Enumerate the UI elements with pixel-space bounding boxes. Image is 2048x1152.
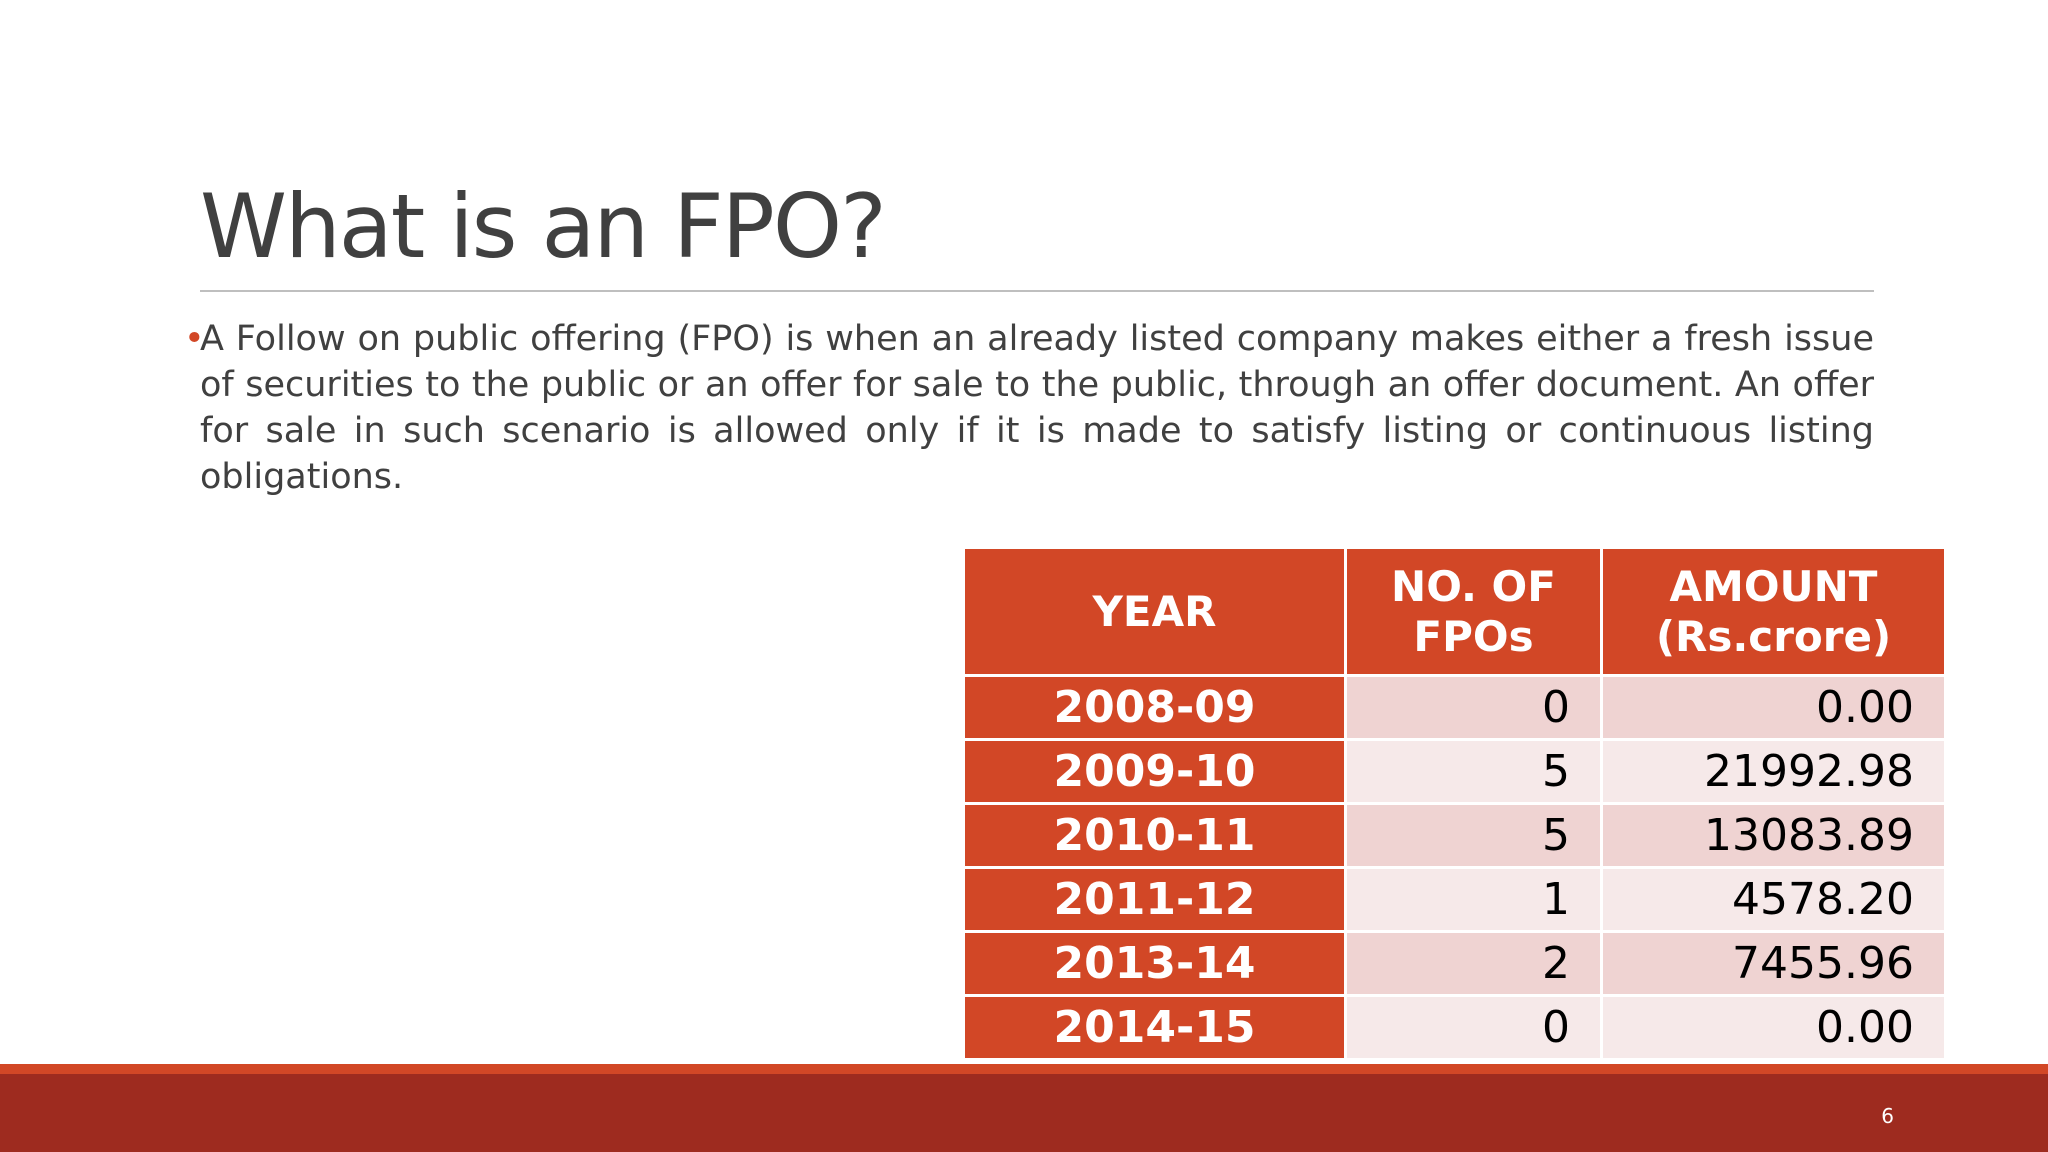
bullet-paragraph: • A Follow on public offering (FPO) is w… bbox=[184, 316, 1874, 500]
fpo-table: YEAR NO. OF FPOs AMOUNT (Rs.crore) 2008-… bbox=[962, 546, 1947, 1061]
amount-cell: 21992.98 bbox=[1600, 738, 1947, 805]
header-fpo-count: NO. OF FPOs bbox=[1344, 546, 1603, 677]
amount-cell: 13083.89 bbox=[1600, 802, 1947, 869]
year-cell: 2014-15 bbox=[962, 994, 1347, 1061]
year-cell: 2008-09 bbox=[962, 674, 1347, 741]
header-year: YEAR bbox=[962, 546, 1347, 677]
table-row: 2014-15 0 0.00 bbox=[962, 994, 1947, 1061]
amount-cell: 0.00 bbox=[1600, 994, 1947, 1061]
page-number: 6 bbox=[1881, 1104, 1894, 1128]
amount-cell: 7455.96 bbox=[1600, 930, 1947, 997]
fpo-count-cell: 0 bbox=[1344, 994, 1603, 1061]
fpo-count-cell: 1 bbox=[1344, 866, 1603, 933]
amount-cell: 4578.20 bbox=[1600, 866, 1947, 933]
fpo-count-cell: 0 bbox=[1344, 674, 1603, 741]
fpo-count-cell: 2 bbox=[1344, 930, 1603, 997]
table-row: 2010-11 5 13083.89 bbox=[962, 802, 1947, 869]
table-row: 2008-09 0 0.00 bbox=[962, 674, 1947, 741]
year-cell: 2010-11 bbox=[962, 802, 1347, 869]
slide-title: What is an FPO? bbox=[200, 175, 887, 278]
footer-bar bbox=[0, 1074, 2048, 1152]
table-row: 2011-12 1 4578.20 bbox=[962, 866, 1947, 933]
table-row: 2013-14 2 7455.96 bbox=[962, 930, 1947, 997]
title-divider bbox=[200, 290, 1874, 292]
fpo-count-cell: 5 bbox=[1344, 738, 1603, 805]
year-cell: 2011-12 bbox=[962, 866, 1347, 933]
bullet-text: A Follow on public offering (FPO) is whe… bbox=[200, 319, 1874, 497]
table-header-row: YEAR NO. OF FPOs AMOUNT (Rs.crore) bbox=[962, 546, 1947, 677]
year-cell: 2009-10 bbox=[962, 738, 1347, 805]
table-row: 2009-10 5 21992.98 bbox=[962, 738, 1947, 805]
amount-cell: 0.00 bbox=[1600, 674, 1947, 741]
bullet-icon: • bbox=[184, 319, 205, 359]
header-amount: AMOUNT (Rs.crore) bbox=[1600, 546, 1947, 677]
year-cell: 2013-14 bbox=[962, 930, 1347, 997]
fpo-count-cell: 5 bbox=[1344, 802, 1603, 869]
footer-accent-stripe bbox=[0, 1064, 2048, 1074]
